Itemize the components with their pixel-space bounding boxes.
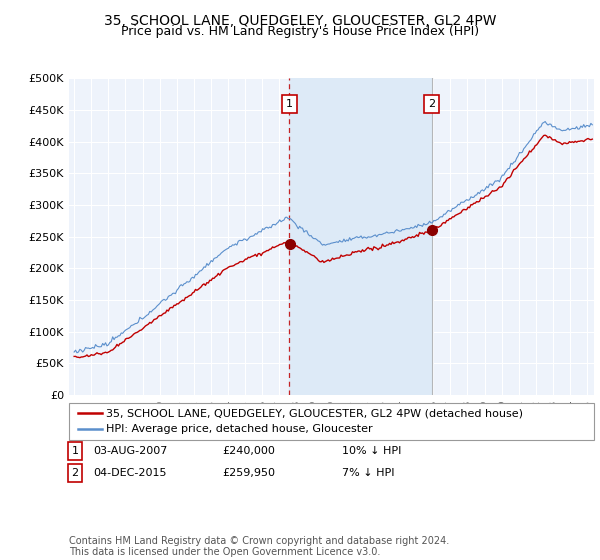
Text: 35, SCHOOL LANE, QUEDGELEY, GLOUCESTER, GL2 4PW: 35, SCHOOL LANE, QUEDGELEY, GLOUCESTER, … <box>104 14 496 28</box>
Text: 10% ↓ HPI: 10% ↓ HPI <box>342 446 401 456</box>
Text: 7% ↓ HPI: 7% ↓ HPI <box>342 468 395 478</box>
Text: £240,000: £240,000 <box>222 446 275 456</box>
Text: 1: 1 <box>286 99 293 109</box>
Text: HPI: Average price, detached house, Gloucester: HPI: Average price, detached house, Glou… <box>106 424 373 435</box>
Text: 2: 2 <box>71 468 79 478</box>
Text: 2: 2 <box>428 99 436 109</box>
Text: £259,950: £259,950 <box>222 468 275 478</box>
Text: Price paid vs. HM Land Registry's House Price Index (HPI): Price paid vs. HM Land Registry's House … <box>121 25 479 38</box>
Text: 04-DEC-2015: 04-DEC-2015 <box>93 468 167 478</box>
Text: 03-AUG-2007: 03-AUG-2007 <box>93 446 167 456</box>
Text: 35, SCHOOL LANE, QUEDGELEY, GLOUCESTER, GL2 4PW (detached house): 35, SCHOOL LANE, QUEDGELEY, GLOUCESTER, … <box>106 408 523 418</box>
Text: 1: 1 <box>71 446 79 456</box>
Text: Contains HM Land Registry data © Crown copyright and database right 2024.
This d: Contains HM Land Registry data © Crown c… <box>69 535 449 557</box>
Bar <box>289 78 432 395</box>
